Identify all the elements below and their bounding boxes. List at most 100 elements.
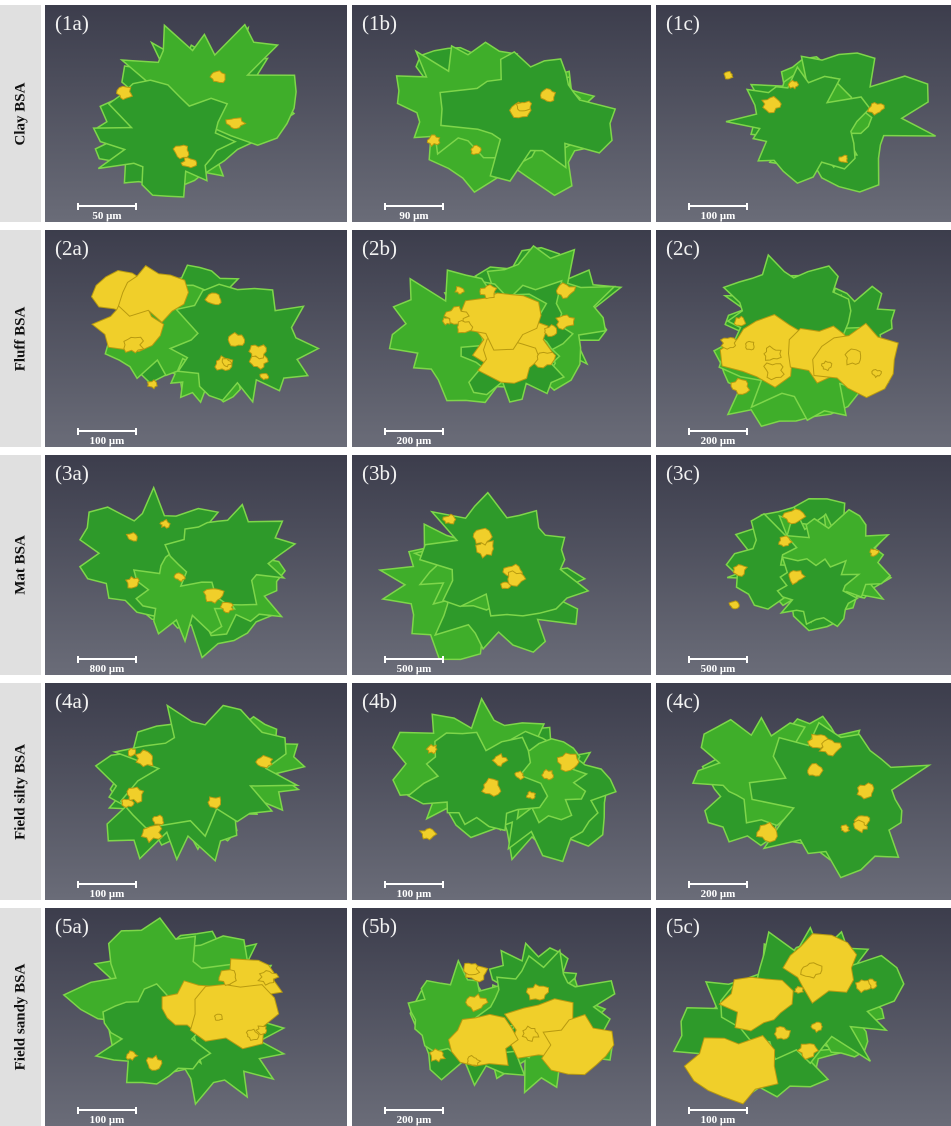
scale-bar: [77, 1107, 137, 1114]
aggregate-render: [45, 455, 347, 675]
panel-label: (5a): [55, 914, 89, 939]
panel-label: (3c): [666, 461, 700, 486]
panel: (5b) 200 μm: [352, 908, 651, 1126]
row-label-text: Clay BSA: [12, 82, 29, 145]
scale-text: 500 μm: [384, 663, 444, 675]
row-label-text: Field sandy BSA: [12, 964, 29, 1071]
panel: (3a) 800 μm: [45, 455, 347, 675]
panel-label: (4c): [666, 689, 700, 714]
panel: (5c) 100 μm: [656, 908, 951, 1126]
panel-label: (3a): [55, 461, 89, 486]
yellow-phase: [215, 1014, 223, 1020]
yellow-phase: [526, 791, 535, 799]
scale-bar: [384, 656, 444, 663]
panel: (3b) 500 μm: [352, 455, 651, 675]
panel: (4b) 100 μm: [352, 683, 651, 900]
aggregate-render: [45, 230, 347, 447]
row-label: Field silty BSA: [0, 683, 41, 900]
yellow-phase: [764, 363, 784, 380]
scale-text: 200 μm: [384, 435, 444, 447]
scale-bar: [688, 656, 748, 663]
aggregate-render: [656, 5, 951, 222]
scale-text: 200 μm: [384, 1114, 444, 1126]
panel-label: (5b): [362, 914, 397, 939]
panel: (1c) 100 μm: [656, 5, 951, 222]
scale-text: 800 μm: [77, 663, 137, 675]
scale-bar: [384, 1107, 444, 1114]
yellow-phase: [249, 345, 266, 359]
yellow-phase: [208, 797, 221, 809]
panel-label: (2a): [55, 236, 89, 261]
row-label: Field sandy BSA: [0, 908, 41, 1126]
scale-bar: [688, 428, 748, 435]
scale-bar: [384, 203, 444, 210]
scale-bar: [384, 428, 444, 435]
panel: (4a) 100 μm: [45, 683, 347, 900]
panel-label: (1a): [55, 11, 89, 36]
scale-text: 200 μm: [688, 435, 748, 447]
scale-text: 100 μm: [77, 435, 137, 447]
scale-text: 500 μm: [688, 663, 748, 675]
scale-bar: [77, 656, 137, 663]
aggregate-render: [45, 683, 347, 900]
yellow-phase: [746, 341, 755, 350]
yellow-phase: [190, 985, 278, 1049]
panel: (1b) 90 μm: [352, 5, 651, 222]
yellow-phase: [153, 815, 164, 825]
row-label-text: Mat BSA: [12, 535, 29, 595]
scale-bar: [688, 203, 748, 210]
panel: (2c) 200 μm: [656, 230, 951, 447]
scale-bar: [77, 203, 137, 210]
panel-label: (3b): [362, 461, 397, 486]
panel-label: (4b): [362, 689, 397, 714]
scale-bar: [77, 881, 137, 888]
row-label-text: Field silty BSA: [12, 744, 29, 840]
panel: (4c) 200 μm: [656, 683, 951, 900]
row-label: Mat BSA: [0, 455, 41, 675]
figure: Clay BSA (1a) 50 μm (1b) 90 μm (1c) 100 μm Fluf…: [0, 0, 951, 1126]
scale-text: 90 μm: [384, 210, 444, 222]
aggregate-render: [656, 683, 951, 900]
scale-bar: [384, 881, 444, 888]
yellow-phase: [729, 601, 739, 609]
aggregate-render: [352, 908, 651, 1126]
scale-text: 100 μm: [77, 1114, 137, 1126]
panel-label: (2b): [362, 236, 397, 261]
green-phase: [420, 493, 588, 616]
scale-text: 200 μm: [688, 888, 748, 900]
panel-label: (1b): [362, 11, 397, 36]
row-label: Clay BSA: [0, 5, 41, 222]
yellow-phase: [721, 338, 737, 350]
aggregate-render: [45, 5, 347, 222]
panel-label: (5c): [666, 914, 700, 939]
aggregate-render: [45, 908, 347, 1126]
scale-text: 50 μm: [77, 210, 137, 222]
aggregate-render: [656, 908, 951, 1126]
scale-text: 100 μm: [77, 888, 137, 900]
aggregate-render: [656, 455, 951, 675]
aggregate-render: [656, 230, 951, 447]
panel: (3c) 500 μm: [656, 455, 951, 675]
yellow-phase: [845, 349, 861, 365]
row-label: Fluff BSA: [0, 230, 41, 447]
panel: (2b) 200 μm: [352, 230, 651, 447]
aggregate-render: [352, 230, 651, 447]
panel-label: (2c): [666, 236, 700, 261]
aggregate-render: [352, 683, 651, 900]
scale-bar: [688, 881, 748, 888]
row-label-text: Fluff BSA: [12, 306, 29, 371]
panel: (5a) 100 μm: [45, 908, 347, 1126]
scale-text: 100 μm: [688, 1114, 748, 1126]
scale-bar: [688, 1107, 748, 1114]
aggregate-render: [352, 5, 651, 222]
scale-bar: [77, 428, 137, 435]
panel-label: (4a): [55, 689, 89, 714]
scale-text: 100 μm: [688, 210, 748, 222]
yellow-phase: [724, 71, 733, 79]
scale-text: 100 μm: [384, 888, 444, 900]
panel-label: (1c): [666, 11, 700, 36]
aggregate-render: [352, 455, 651, 675]
panel: (2a) 100 μm: [45, 230, 347, 447]
panel: (1a) 50 μm: [45, 5, 347, 222]
yellow-phase: [420, 828, 437, 840]
